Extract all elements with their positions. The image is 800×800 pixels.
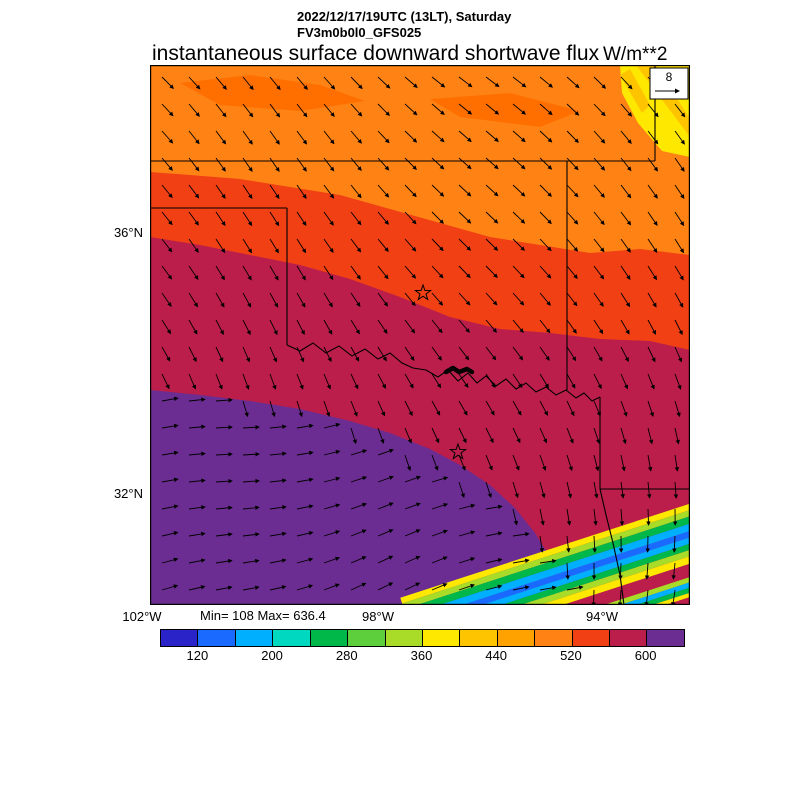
lon-tick-label-102w: 102°W: [122, 609, 162, 624]
colorbar-segment: [610, 630, 648, 646]
colorbar-tick-label: 200: [261, 648, 283, 663]
colorbar-segment: [161, 630, 199, 646]
colorbar-tick-label: 360: [410, 648, 433, 663]
colorbar-tick-label: 520: [560, 648, 582, 663]
lon-tick-label-94w: 94°W: [586, 609, 618, 624]
colorbar-labels: 120 200 280 360 440 520 600: [160, 648, 683, 664]
state-borders-layer: [150, 65, 690, 606]
colorbar-tick-label: 600: [634, 648, 657, 663]
colorbar-tick-label: 440: [485, 648, 508, 663]
purple-region: [150, 390, 570, 605]
cloud-band-stripes: [566, 561, 690, 605]
colorbar-segment: [572, 630, 611, 646]
model-name-label: FV3m0b0l0_GFS025: [297, 25, 422, 40]
colorbar-segment: [273, 630, 311, 646]
lat-tick-label-32n: 32°N: [113, 486, 143, 501]
location-star: [448, 442, 468, 460]
colorbar-segment: [235, 630, 274, 646]
lat-tick-label-36n: 36°N: [113, 225, 143, 240]
colorbar-segment: [310, 630, 349, 646]
colorbar-segment: [460, 630, 498, 646]
lon-tick-label-98w: 98°W: [362, 609, 394, 624]
colorbar-segment: [385, 630, 423, 646]
colorbar-tick-label: 120: [186, 648, 209, 663]
contour-fill-layer: [150, 65, 690, 605]
colorbar-segment: [422, 630, 461, 646]
lake-marker: [443, 365, 475, 375]
colorbar-segment: [535, 630, 573, 646]
map-canvas: 8: [150, 65, 690, 606]
colorbar: [160, 629, 685, 647]
gold-streak-2: [620, 69, 650, 113]
plot-title: instantaneous surface downward shortwave…: [152, 42, 600, 65]
orange-dark-patch-1: [180, 75, 365, 111]
colorbar-segment: [348, 630, 386, 646]
valid-time-label: 2022/12/17/19UTC (13LT), Saturday: [297, 9, 512, 24]
wind-reference-value: 8: [666, 70, 673, 84]
cloud-band-stripes: [400, 474, 690, 605]
map-frame: [150, 65, 690, 605]
colorbar-segment: [647, 630, 684, 646]
colorbar-segment: [198, 630, 236, 646]
minmax-label: Min= 108 Max= 636.4: [200, 608, 326, 623]
orange-dark-patch-2: [430, 93, 580, 127]
colorbar-tick-label: 280: [335, 648, 358, 663]
location-star: [413, 283, 433, 301]
units-label: W/m**2: [603, 44, 668, 65]
wind-reference-box: 8: [649, 67, 689, 100]
colorbar-segment: [497, 630, 536, 646]
wind-arrows-layer: [161, 76, 686, 605]
